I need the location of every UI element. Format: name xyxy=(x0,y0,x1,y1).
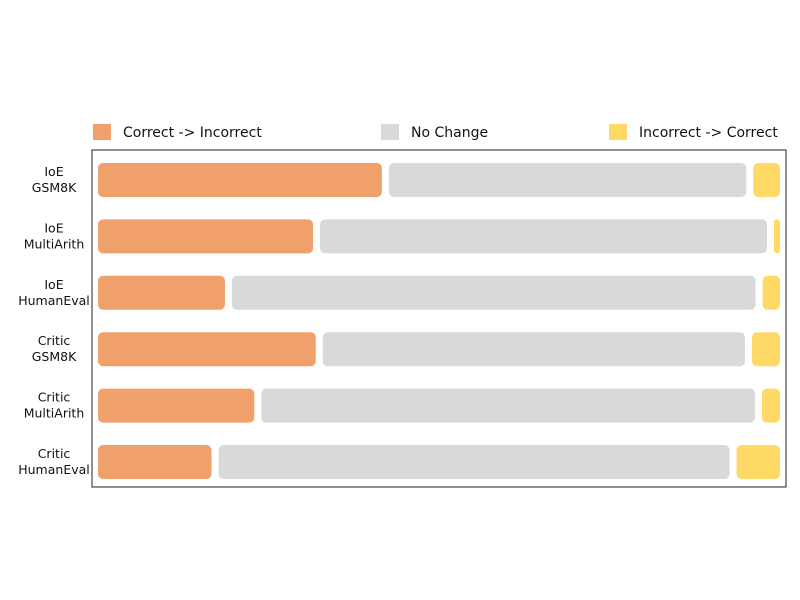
bar-no-change-critic-humaneval xyxy=(218,445,730,479)
category-label-critic-gsm8k: Critic GSM8K xyxy=(32,333,77,364)
bar-incorrect-correct-critic-multiarith xyxy=(761,388,780,423)
category-label-critic-humaneval: Critic HumanEval xyxy=(18,446,90,477)
bar-correct-incorrect-ioe-humaneval xyxy=(98,275,225,310)
category-label-ioe-humaneval: IoE HumanEval xyxy=(18,277,90,308)
legend-swatch-no-change xyxy=(381,124,399,140)
bar-no-change-critic-multiarith xyxy=(261,388,755,423)
bar-correct-incorrect-ioe-gsm8k xyxy=(98,163,382,197)
bar-no-change-ioe-multiarith xyxy=(320,219,767,254)
bar-incorrect-correct-ioe-multiarith xyxy=(773,219,780,254)
legend-label-incorrect-correct: Incorrect -> Correct xyxy=(639,125,778,141)
bar-incorrect-correct-critic-gsm8k xyxy=(751,332,780,367)
legend-label-no-change: No Change xyxy=(411,125,488,141)
bar-no-change-critic-gsm8k xyxy=(322,332,745,367)
category-label-ioe-multiarith: IoE MultiArith xyxy=(24,220,85,251)
bars xyxy=(98,163,780,479)
bar-no-change-ioe-humaneval xyxy=(231,275,756,310)
bar-incorrect-correct-ioe-gsm8k xyxy=(753,163,780,197)
plot-frame xyxy=(91,149,787,488)
bar-no-change-ioe-gsm8k xyxy=(388,163,747,197)
legend-label-correct-incorrect: Correct -> Incorrect xyxy=(123,125,262,141)
category-labels: IoE GSM8K IoE MultiArith IoE HumanEval Critic G… xyxy=(18,164,90,477)
bar-incorrect-correct-ioe-humaneval xyxy=(762,275,780,310)
bar-correct-incorrect-ioe-multiarith xyxy=(98,219,314,254)
legend-swatch-incorrect-correct xyxy=(609,124,627,140)
bar-correct-incorrect-critic-multiarith xyxy=(98,388,255,423)
category-label-critic-multiarith: Critic MultiArith xyxy=(24,390,85,421)
bar-correct-incorrect-critic-gsm8k xyxy=(98,332,316,367)
legend: Correct -> Incorrect No Change Incorrect -… xyxy=(93,124,778,141)
bar-correct-incorrect-critic-humaneval xyxy=(98,445,212,479)
legend-swatch-correct-incorrect xyxy=(93,124,111,140)
bar-incorrect-correct-critic-humaneval xyxy=(736,445,780,479)
category-label-ioe-gsm8k: IoE GSM8K xyxy=(32,164,77,195)
